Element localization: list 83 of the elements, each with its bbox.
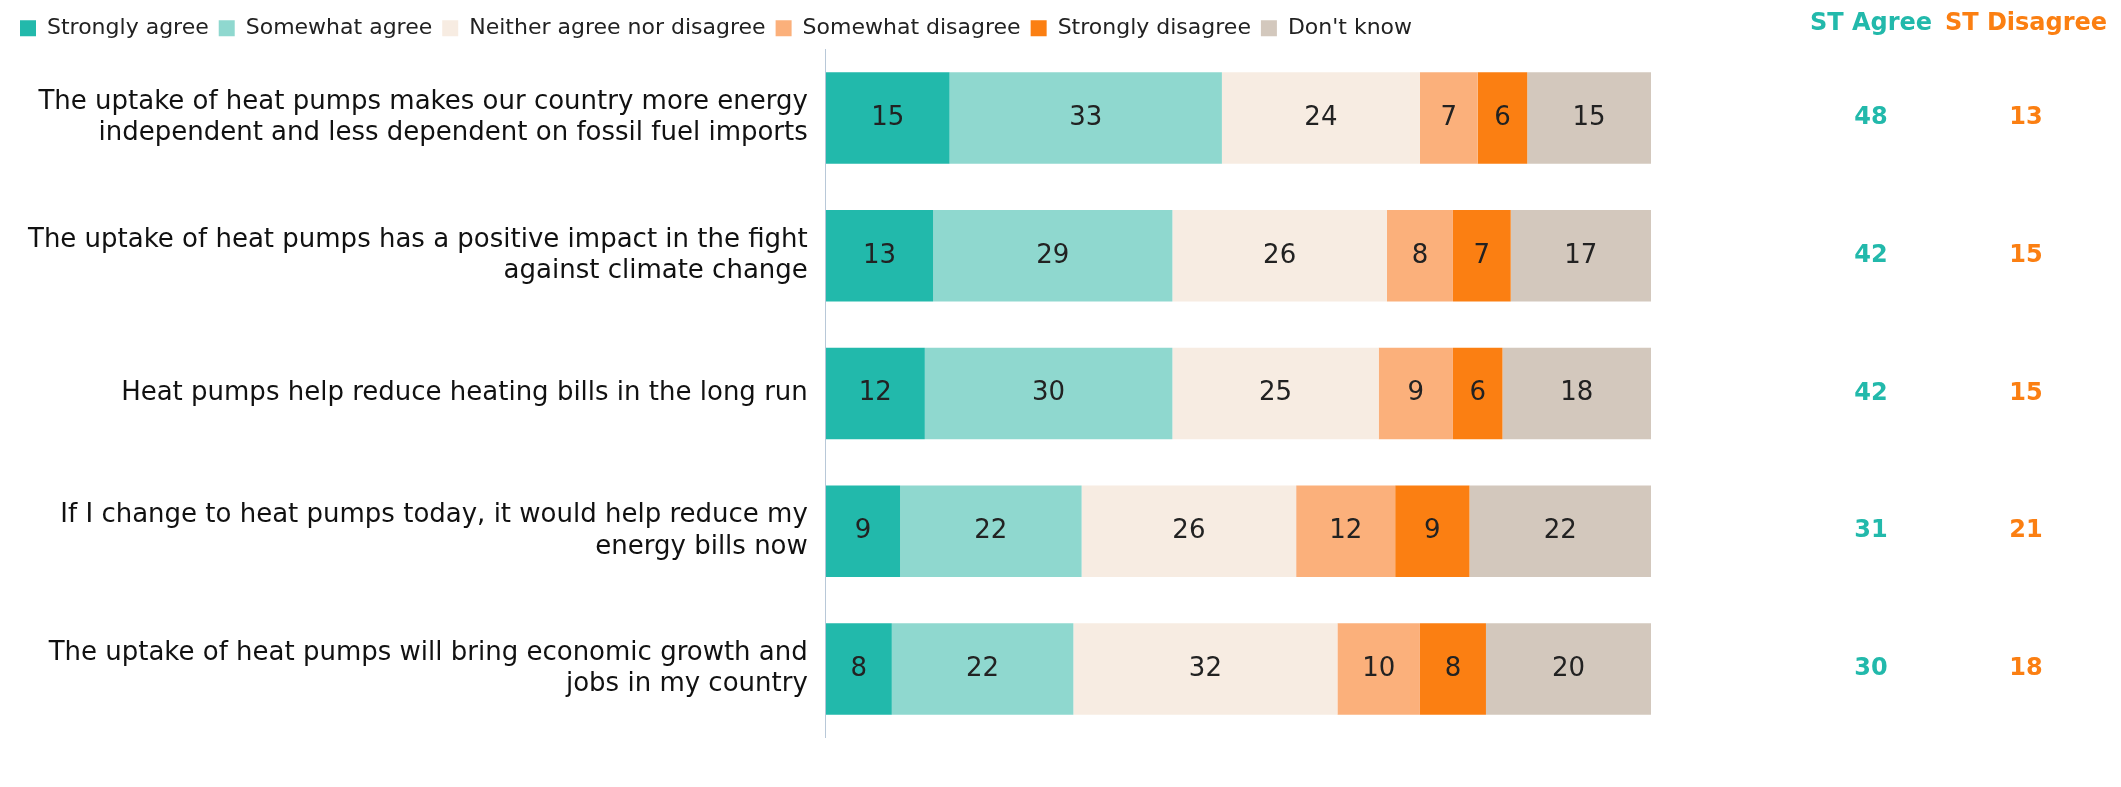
bar	[1469, 485, 1651, 578]
text: 18	[2009, 653, 2043, 682]
bar	[1296, 485, 1396, 578]
bar	[900, 485, 1082, 578]
legend-label: Don't know	[1287, 13, 1413, 39]
bar	[1419, 72, 1478, 164]
text: 21	[2009, 515, 2043, 544]
data-label: 32	[1188, 651, 1222, 682]
bar	[1337, 623, 1420, 715]
data-label: 7	[1440, 100, 1458, 131]
data-label: 6	[1494, 100, 1511, 131]
text: ST Disagree	[1944, 8, 2108, 37]
text: 48	[1854, 102, 1888, 131]
bar	[1081, 485, 1297, 578]
y-tick-label: If I change to heat pumps today, it would help reduce my energy bills now	[60, 498, 808, 560]
bar	[1452, 209, 1511, 302]
bar	[924, 347, 1173, 440]
legend-label: Neither agree nor disagree	[469, 13, 766, 39]
bar	[1502, 347, 1651, 440]
bar	[1527, 72, 1651, 164]
y-tick-label: Heat pumps help reduce heating bills in the long run	[121, 376, 808, 407]
text: 30	[1854, 653, 1888, 682]
bar	[1452, 347, 1503, 440]
data-label: 26	[1172, 513, 1206, 544]
bar	[1172, 209, 1387, 302]
legend-label: Strongly disagree	[1057, 13, 1251, 39]
bar	[891, 623, 1074, 715]
y-tick-label: The uptake of heat pumps will bring economic growth and jobs in my country	[47, 636, 808, 698]
text: 15	[2009, 240, 2043, 269]
bar	[1221, 72, 1420, 164]
text: 42	[1854, 377, 1888, 406]
text: 15	[2009, 377, 2043, 406]
data-label: 24	[1304, 100, 1338, 131]
bar	[949, 72, 1222, 164]
y-tick-label: The uptake of heat pumps makes our country more energy independent and less dependent on fossil fuel imports	[37, 85, 808, 147]
legend-label: Somewhat agree	[245, 13, 433, 39]
bar	[1386, 209, 1453, 302]
bar	[1477, 72, 1528, 164]
legend-label: Strongly agree	[47, 13, 209, 39]
bar	[1395, 485, 1470, 578]
bar	[1419, 623, 1486, 715]
bar	[1378, 347, 1453, 440]
bar	[1172, 347, 1379, 440]
bar	[933, 209, 1173, 302]
data-label: 9	[1424, 513, 1441, 544]
data-label: 13	[862, 238, 896, 269]
data-label: 29	[1036, 238, 1070, 269]
data-label: 8	[1444, 651, 1462, 682]
bar	[825, 623, 892, 715]
text: 13	[2009, 102, 2043, 131]
data-label: 22	[974, 513, 1008, 544]
data-label: 12	[858, 376, 892, 407]
data-label: 8	[1411, 238, 1429, 269]
bar	[825, 209, 934, 302]
bar	[825, 72, 950, 164]
data-label: 30	[1032, 376, 1066, 407]
text: ST Agree	[1809, 8, 1933, 37]
data-label: 20	[1551, 651, 1586, 682]
data-label: 10	[1362, 651, 1396, 682]
bar	[1485, 623, 1651, 715]
bar	[1510, 209, 1651, 302]
data-label: 15	[1572, 100, 1606, 131]
data-label: 12	[1329, 513, 1363, 544]
data-label: 9	[1407, 376, 1425, 407]
data-label: 17	[1564, 238, 1598, 269]
data-label: 15	[871, 100, 905, 131]
data-label: 8	[850, 651, 868, 682]
bar	[1073, 623, 1338, 715]
legend-label: Somewhat disagree	[802, 13, 1021, 39]
y-tick-label: The uptake of heat pumps has a positive impact in the fight against climate change	[27, 222, 808, 285]
data-label: 25	[1258, 376, 1293, 407]
data-label: 22	[966, 651, 1000, 682]
text: 31	[1854, 515, 1888, 544]
text: 42	[1854, 240, 1888, 269]
data-label: 26	[1263, 238, 1297, 269]
bar	[825, 347, 925, 440]
data-label: 7	[1473, 238, 1491, 269]
bar	[825, 485, 901, 578]
data-label: 22	[1543, 513, 1577, 544]
data-label: 18	[1560, 376, 1594, 407]
data-label: 9	[854, 513, 872, 544]
data-label: 33	[1069, 100, 1103, 131]
data-label: 6	[1469, 376, 1486, 407]
